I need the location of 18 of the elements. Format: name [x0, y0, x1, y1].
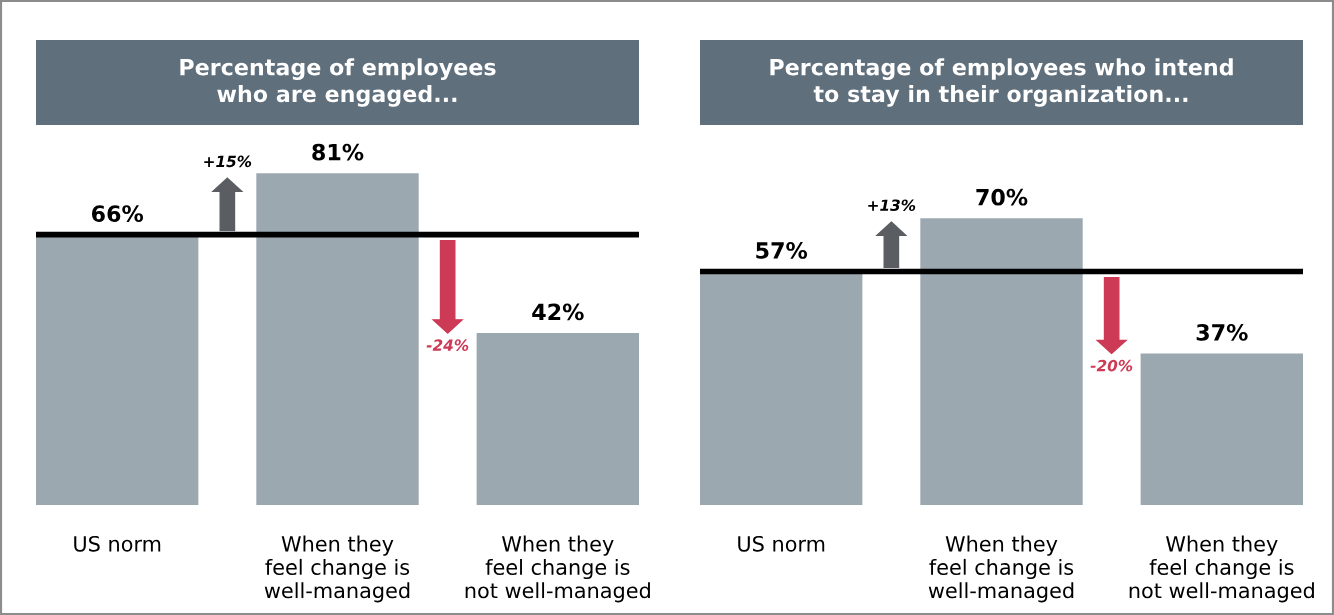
annotation: -20% [1090, 359, 1133, 372]
text: +13% [868, 199, 916, 211]
x-tick-label: US norm [74, 535, 161, 552]
x-tick-label: When they feel change is not well-managed [1129, 535, 1314, 603]
data-label: 81% [312, 143, 364, 161]
data-label: 42% [532, 303, 584, 321]
x-tick-label: When they feel change is well-managed [928, 535, 1074, 603]
data-label: 37% [1196, 323, 1248, 341]
data-label: 70% [976, 188, 1028, 206]
annotation: -24% [426, 339, 469, 351]
chart-title: Percentage of employees who are engaged... [180, 58, 496, 107]
x-tick-label: When they feel change is not well-managed [465, 535, 650, 603]
data-label: 66% [91, 205, 144, 222]
text: +15% [204, 155, 252, 168]
x-tick-label: US norm [738, 535, 825, 552]
chart-title: Percentage of employees who intend to stay in their organization... [770, 58, 1233, 107]
data-label: 57% [756, 242, 808, 259]
x-tick-label: When they feel change is well-managed [264, 535, 410, 603]
